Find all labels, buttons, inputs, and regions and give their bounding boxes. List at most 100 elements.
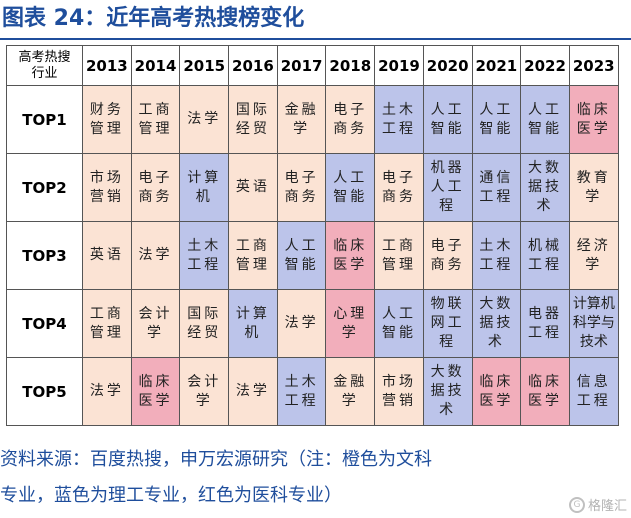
major-name: 法学 (235, 383, 270, 399)
major-cell: 计算机 (179, 153, 230, 222)
rank-label: TOP3 (6, 221, 83, 290)
table-row: TOP2 市场营销 电子商务 计算机 英语 电子商务 人工智能 电子商务 机器人工程 通信工程 大数… (6, 153, 619, 222)
major-cell: 法学 (228, 357, 278, 426)
major-name: 大数据技术 (528, 160, 563, 214)
major-cell: 通信工程 (471, 153, 522, 222)
watermark-text: 格隆汇 (587, 499, 627, 514)
major-cell: 人工智能 (276, 221, 327, 290)
major-name: 临床医学 (333, 237, 368, 273)
major-cell: 电子商务 (276, 153, 327, 222)
major-name: 土木工程 (381, 101, 416, 137)
major-cell: 经济学 (568, 221, 619, 290)
corner-line-1: 高考热搜 (18, 49, 71, 65)
major-cell: 人工智能 (374, 289, 424, 358)
major-name: 法学 (138, 247, 173, 263)
major-cell: 法学 (276, 289, 327, 358)
major-cell: 人工智能 (520, 85, 570, 154)
major-cell: 电器工程 (520, 289, 570, 358)
caption-line-1: 资料来源：百度热搜，申万宏源研究（注：橙色为文科 (0, 449, 432, 470)
logo-icon: G (568, 496, 585, 513)
major-cell: 电子商务 (130, 153, 181, 222)
major-name: 金融学 (333, 373, 368, 409)
major-name: 土木工程 (187, 237, 222, 273)
major-cell: 计算机 (228, 289, 278, 358)
major-cell: 机器人工程 (422, 153, 473, 222)
year-header: 2013 (82, 45, 132, 86)
major-cell: 土木工程 (374, 85, 424, 154)
major-name: 人工智能 (284, 237, 319, 273)
major-name: 临床医学 (576, 101, 611, 137)
major-cell: 土木工程 (179, 221, 230, 290)
year-header: 2015 (179, 45, 230, 86)
major-cell: 金融学 (276, 85, 327, 154)
major-name: 市场营销 (89, 169, 124, 205)
year-header: 2021 (471, 45, 522, 86)
year-header: 2018 (325, 45, 376, 86)
major-cell: 计算机科学与技术 (568, 289, 619, 358)
major-cell: 信息工程 (568, 357, 619, 426)
table-row: TOP3 英语 法学 土木工程 工商管理 人工智能 临床医学 工商管理 电子商务 土木工程 机械工程… (6, 221, 619, 290)
major-name: 大数据技术 (479, 296, 514, 350)
major-cell: 财务管理 (82, 85, 132, 154)
major-name: 大数据技术 (430, 364, 465, 418)
major-name: 电器工程 (528, 305, 563, 341)
major-cell: 法学 (82, 357, 132, 426)
major-cell: 工商管理 (228, 221, 278, 290)
major-cell: 大数据技术 (471, 289, 522, 358)
major-name: 计算机科学与技术 (572, 296, 615, 350)
major-name: 国际经贸 (235, 101, 270, 137)
table-body: TOP1 财务管理 工商管理 法学 国际经贸 金融学 电子商务 土木工程 人工智能 人工智能 人工智… (6, 85, 619, 426)
figure-title: 图表 24：近年高考热搜榜变化 (2, 6, 305, 31)
corner-header: 高考热搜 行业 (6, 45, 83, 86)
major-name: 电子商务 (381, 169, 416, 205)
major-cell: 英语 (228, 153, 278, 222)
major-name: 人工智能 (333, 169, 368, 205)
year-header: 2016 (228, 45, 278, 86)
major-name: 电子商务 (430, 237, 465, 273)
major-cell: 临床医学 (130, 357, 181, 426)
table-row: TOP5 法学 临床医学 会计学 法学 土木工程 金融学 市场营销 大数据技术 临床医学 临床医学信… (6, 357, 619, 426)
major-cell: 英语 (82, 221, 132, 290)
major-cell: 教育学 (568, 153, 619, 222)
major-name: 英语 (89, 247, 124, 263)
caption-line-2: 专业，蓝色为理工专业，红色为医科专业） (0, 485, 342, 506)
major-name: 土木工程 (479, 237, 514, 273)
major-cell: 金融学 (325, 357, 376, 426)
year-header: 2014 (130, 45, 181, 86)
major-name: 经济学 (576, 237, 611, 273)
major-cell: 物联网工程 (422, 289, 473, 358)
major-cell: 电子商务 (374, 153, 424, 222)
major-name: 电子商务 (284, 169, 319, 205)
major-name: 通信工程 (479, 169, 514, 205)
year-header: 2022 (520, 45, 570, 86)
major-name: 土木工程 (284, 373, 319, 409)
major-name: 人工智能 (381, 305, 416, 341)
table-row: TOP1 财务管理 工商管理 法学 国际经贸 金融学 电子商务 土木工程 人工智能 人工智能 人工智… (6, 85, 619, 154)
major-cell: 会计学 (179, 357, 230, 426)
major-cell: 电子商务 (422, 221, 473, 290)
major-name: 电子商务 (138, 169, 173, 205)
major-name: 金融学 (284, 101, 319, 137)
rank-label: TOP4 (6, 289, 83, 358)
major-name: 工商管理 (235, 237, 270, 273)
major-name: 工商管理 (89, 305, 124, 341)
major-name: 会计学 (187, 373, 222, 409)
major-name: 信息工程 (576, 373, 611, 409)
major-name: 财务管理 (89, 101, 124, 137)
source-caption: 资料来源：百度热搜，申万宏源研究（注：橙色为文科 专业，蓝色为理工专业，红色为医… (0, 442, 631, 514)
header-row: 高考热搜 行业 2013 2014 2015 2016 2017 2018 2019 2020… (6, 45, 619, 86)
major-cell: 市场营销 (374, 357, 424, 426)
major-name: 临床医学 (138, 373, 173, 409)
major-name: 心理学 (333, 305, 368, 341)
major-name: 工商管理 (381, 237, 416, 273)
major-name: 机械工程 (528, 237, 563, 273)
major-cell: 工商管理 (130, 85, 181, 154)
major-name: 法学 (187, 111, 222, 127)
major-cell: 法学 (179, 85, 230, 154)
major-cell: 机械工程 (520, 221, 570, 290)
major-name: 英语 (235, 179, 270, 195)
year-header: 2019 (374, 45, 424, 86)
major-cell: 人工智能 (325, 153, 376, 222)
major-cell: 电子商务 (325, 85, 376, 154)
major-cell: 人工智能 (471, 85, 522, 154)
